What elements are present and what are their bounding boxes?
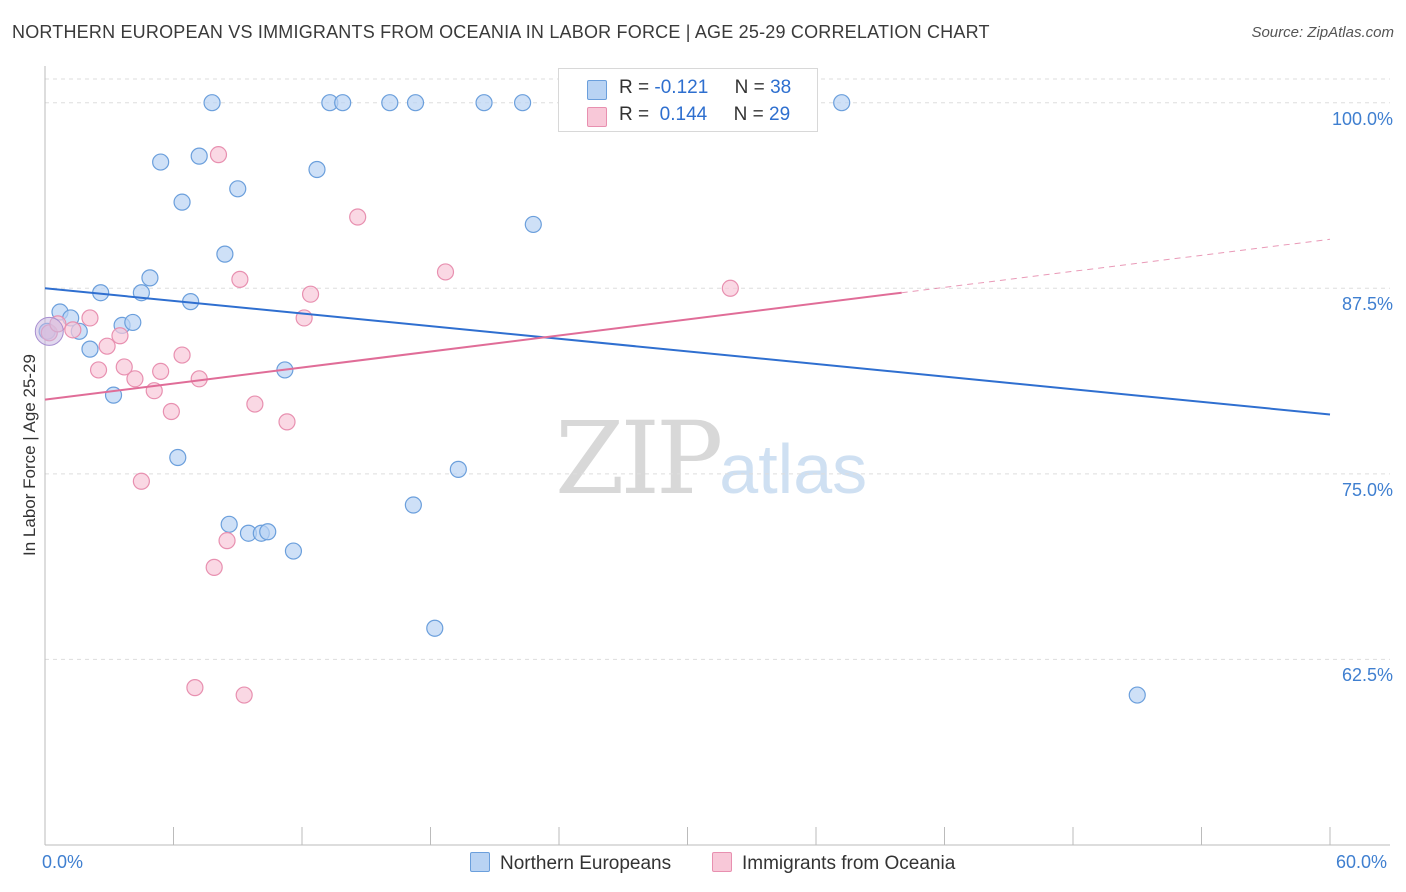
chart-title: NORTHERN EUROPEAN VS IMMIGRANTS FROM OCE…	[12, 22, 990, 42]
series-legend-northern-europeans: Northern Europeans	[470, 852, 671, 875]
point-pink-12	[162, 402, 180, 421]
point-blue-8	[124, 313, 142, 332]
y-tick-label: 100.0%	[1331, 108, 1393, 129]
point-pink-13	[173, 346, 191, 364]
point-blue-24	[284, 542, 303, 560]
point-blue-29	[404, 496, 422, 514]
watermark-atlas: atlas	[719, 430, 868, 508]
point-pink-7	[115, 358, 133, 376]
point-blue-17	[216, 245, 234, 263]
point-blue-25	[308, 160, 326, 179]
point-pink-24	[301, 285, 320, 303]
point-pink-16	[205, 558, 223, 576]
point-blue-27	[334, 94, 352, 112]
point-blue-28	[381, 94, 399, 112]
point-blue-30	[406, 94, 425, 112]
point-pink-14	[186, 679, 204, 697]
point-pink-2	[64, 321, 82, 339]
point-pink-18	[218, 532, 236, 550]
point-blue-15	[190, 147, 208, 165]
legend-series-name: Northern Europeans	[500, 853, 672, 874]
point-pink-4	[89, 361, 108, 379]
point-blue-33	[475, 94, 493, 112]
point-cluster-origin	[34, 316, 64, 346]
point-pink-25	[349, 208, 367, 226]
watermark: ZIPatlas	[555, 400, 867, 517]
point-blue-31	[426, 619, 444, 637]
y-tick-label: 75.0%	[1341, 479, 1393, 500]
point-pink-8	[126, 370, 144, 388]
legend-n-label: N =	[734, 77, 765, 98]
legend-n-value: 29	[769, 104, 791, 125]
point-pink-22	[278, 413, 296, 431]
point-blue-13	[173, 193, 191, 211]
point-pink-19	[231, 270, 249, 288]
point-pink-5	[98, 337, 116, 355]
point-pink-11	[152, 362, 170, 381]
point-blue-12	[169, 448, 187, 467]
point-blue-10	[141, 269, 159, 287]
watermark-zip: ZIP	[555, 400, 723, 517]
point-blue-16	[203, 94, 221, 112]
point-pink-6	[111, 327, 129, 345]
point-blue-19	[229, 180, 247, 198]
legend-r-label: R =	[619, 104, 650, 125]
legend-r-label: R =	[619, 77, 650, 98]
stats-legend: R = -0.121 N = 38 R = 0.144 N = 29	[558, 68, 818, 132]
trendline-pink	[44, 291, 902, 401]
x-tick-label-min: 0.0%	[42, 852, 84, 872]
point-blue-34	[513, 94, 532, 112]
legend-swatch-pink	[712, 852, 732, 872]
x-tick-label-max: 60.0%	[1336, 852, 1388, 872]
point-blue-11	[152, 153, 170, 171]
point-blue-18	[220, 515, 238, 533]
point-blue-36	[833, 94, 851, 112]
series-legend-oceania: Immigrants from Oceania	[712, 852, 955, 875]
point-pink-9	[132, 472, 150, 490]
point-pink-26	[436, 263, 455, 281]
point-pink-20	[235, 686, 253, 704]
legend-series-name: Immigrants from Oceania	[742, 853, 956, 874]
y-tick-label: 62.5%	[1341, 665, 1393, 686]
trendline-blue	[44, 287, 1331, 416]
legend-row-northern-europeans: R = -0.121 N = 38	[587, 77, 792, 100]
legend-r-value: 0.144	[659, 104, 708, 125]
trendline-extrapolated-pink	[901, 238, 1331, 294]
point-blue-22	[259, 523, 277, 541]
point-pink-21	[246, 395, 264, 413]
point-blue-4	[81, 340, 99, 358]
point-blue-32	[449, 460, 467, 478]
legend-n-label: N =	[733, 104, 764, 125]
legend-swatch-blue	[470, 852, 490, 872]
point-pink-3	[81, 309, 99, 327]
legend-row-oceania: R = 0.144 N = 29	[587, 104, 791, 127]
legend-swatch-pink	[587, 107, 607, 127]
legend-swatch-blue	[587, 80, 607, 100]
point-pink-27	[721, 279, 739, 297]
legend-n-value: 38	[770, 77, 792, 98]
source-credit: Source: ZipAtlas.com	[1251, 24, 1394, 41]
point-blue-37	[1128, 686, 1146, 704]
legend-r-value: -0.121	[654, 77, 709, 98]
point-pink-17	[209, 146, 228, 164]
point-blue-35	[524, 215, 542, 234]
y-tick-label: 87.5%	[1341, 294, 1393, 315]
